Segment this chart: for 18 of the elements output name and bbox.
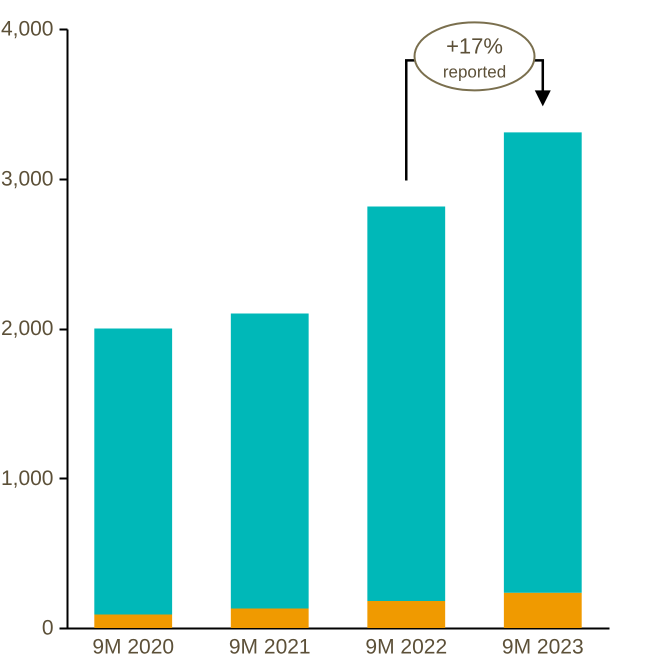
y-tick-label: 1,000 xyxy=(0,466,54,490)
x-tick-label: 9M 2022 xyxy=(365,636,448,656)
bar xyxy=(94,614,172,628)
bar xyxy=(367,601,446,628)
y-tick-label: 3,000 xyxy=(0,167,54,190)
x-tick-label: 9M 2021 xyxy=(228,636,311,656)
y-tick-label: 2,000 xyxy=(0,317,54,340)
bar xyxy=(367,206,446,602)
bar xyxy=(504,132,582,593)
x-tick-label: 9M 2023 xyxy=(502,636,584,656)
annotation: +17% reported xyxy=(442,33,506,82)
bar xyxy=(504,592,582,628)
bar xyxy=(230,608,309,628)
bar xyxy=(94,328,172,615)
bar xyxy=(230,314,309,609)
y-tick-label: 4,000 xyxy=(0,18,54,40)
y-tick-label: 0 xyxy=(42,616,54,640)
x-tick-label: 9M 2020 xyxy=(92,636,174,656)
